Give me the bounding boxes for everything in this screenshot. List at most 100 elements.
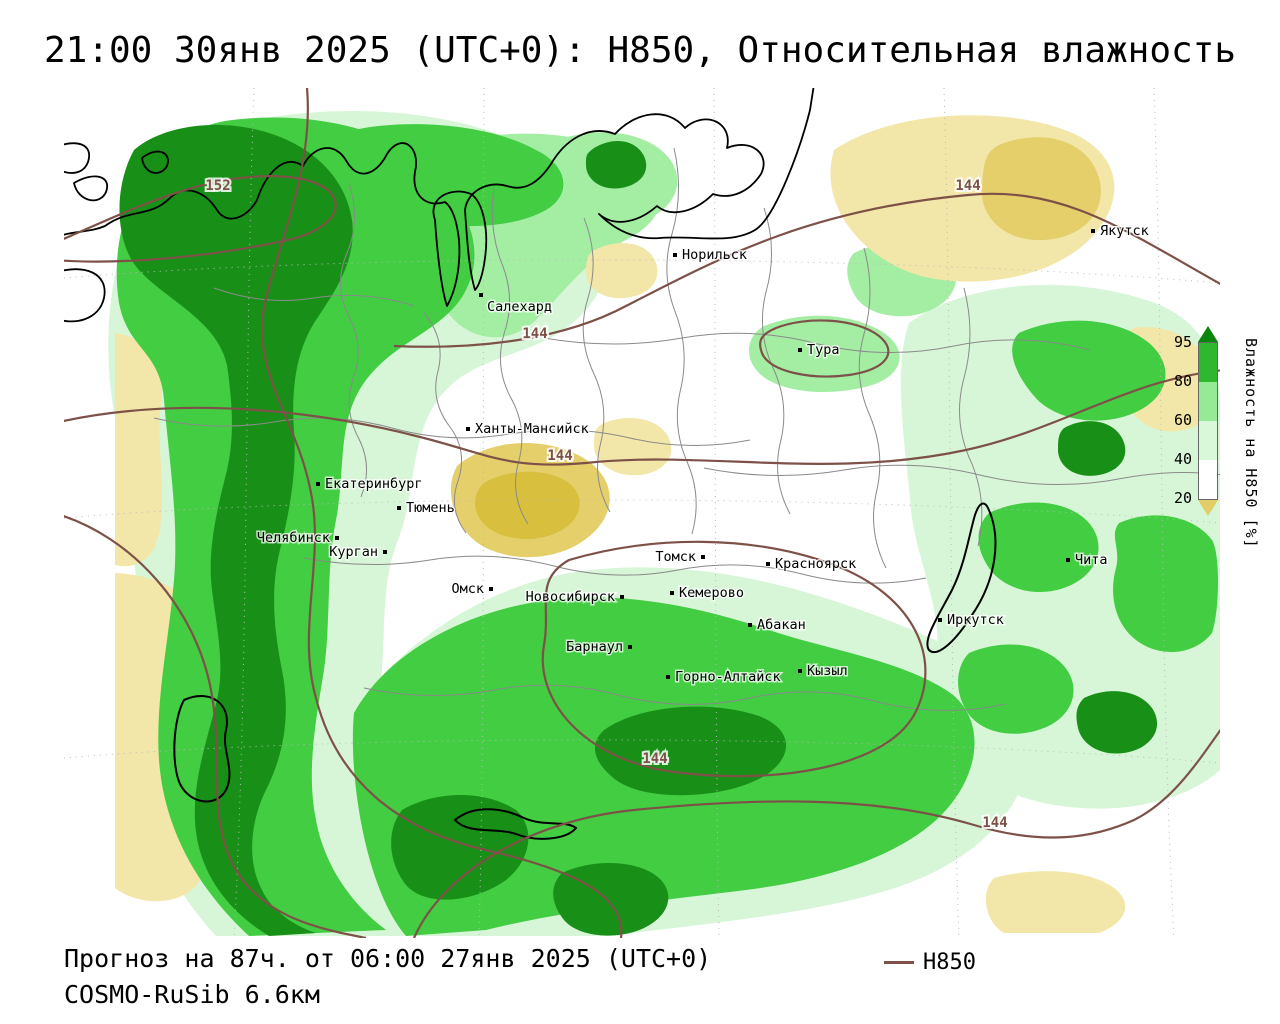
admin-border <box>303 555 927 584</box>
city-label: Новосибирск <box>526 589 615 605</box>
legend-line-sample <box>884 961 914 964</box>
city-dot <box>766 562 770 566</box>
city-label: Тура <box>807 342 840 358</box>
admin-border <box>153 417 751 446</box>
humidity-area-strong <box>978 502 1099 593</box>
city-label: Ханты-Мансийск <box>475 421 589 437</box>
city-dot <box>383 550 387 554</box>
h850-contour-144 <box>64 369 1220 466</box>
city-dot <box>798 669 802 673</box>
legend-label: H850 <box>923 950 976 975</box>
admin-border <box>703 464 1220 485</box>
city-label: Горно-Алтайск <box>675 669 781 685</box>
city-dot <box>620 595 624 599</box>
graticule-line <box>64 259 1220 284</box>
city-marker: Кызыл <box>798 662 849 681</box>
city-label: Тюмень <box>406 500 455 516</box>
city-marker: Иркутск <box>938 611 1005 630</box>
contour-value-label: 144 <box>642 751 667 767</box>
colorbar-arrow-top <box>1198 326 1218 342</box>
city-label: Екатеринбург <box>325 476 423 492</box>
admin-border <box>858 247 887 569</box>
dry-area-core <box>475 471 580 539</box>
city-marker: Красноярск <box>766 555 858 574</box>
colorbar-segment <box>1199 421 1217 460</box>
lake-balkhash-outline <box>173 695 231 803</box>
city-marker: Тюмень <box>397 499 456 518</box>
coast-west-edge <box>64 268 106 323</box>
admin-border <box>423 312 467 534</box>
h850-contour-144-loop <box>541 540 927 778</box>
admin-borders-layer <box>153 147 1220 711</box>
city-dot <box>1091 229 1095 233</box>
city-dot <box>670 591 674 595</box>
city-label: Чита <box>1075 552 1108 568</box>
forecast-info-line: Прогноз на 87ч. от 06:00 27янв 2025 (UTC… <box>64 944 712 973</box>
city-dot <box>466 427 470 431</box>
legend: H850 <box>884 950 976 975</box>
admin-border <box>543 332 1091 353</box>
city-label: Якутск <box>1100 223 1149 239</box>
h850-contour <box>260 88 623 938</box>
colorbar-tick-label: 20 <box>1173 489 1192 507</box>
colorbar-tick-label: 80 <box>1173 372 1192 390</box>
colorbar-segment <box>1199 343 1217 382</box>
lake-zaysan-outline <box>453 808 578 840</box>
humidity-fill-layer <box>108 110 1220 936</box>
city-marker: Абакан <box>748 616 807 635</box>
humidity-area-strong <box>1012 320 1166 421</box>
island-outline <box>141 150 169 174</box>
city-dot <box>748 623 752 627</box>
colorbar-tick-label: 95 <box>1173 333 1192 351</box>
city-dot <box>673 253 677 257</box>
h850-contour-layer <box>64 88 1220 938</box>
city-marker: Ханты-Мансийск <box>466 420 590 439</box>
city-dot <box>397 506 401 510</box>
city-dot <box>701 555 705 559</box>
city-label: Курган <box>329 544 378 560</box>
coastline-layer <box>64 88 997 840</box>
h850-contour <box>64 515 367 938</box>
city-dot <box>1066 558 1070 562</box>
contour-value-label: 144 <box>982 815 1007 831</box>
dry-area-pale <box>594 418 672 476</box>
graticule-line <box>64 739 1220 764</box>
dry-area-pale <box>115 333 162 567</box>
city-marker: Чита <box>1066 551 1109 570</box>
lake-baikal-outline <box>926 502 997 653</box>
city-dot <box>335 536 339 540</box>
graticule-layer <box>64 88 1220 938</box>
dry-area-mustard <box>981 137 1101 241</box>
city-marker: Горно-Алтайск <box>666 668 782 687</box>
humidity-area-dark <box>1058 421 1126 476</box>
h850-contour-144 <box>412 728 1220 938</box>
island-outline <box>73 175 109 202</box>
city-marker: Тура <box>798 341 841 360</box>
humidity-area-strong <box>958 644 1074 734</box>
contour-value-label: 144 <box>955 178 980 194</box>
island-outline <box>64 142 91 174</box>
city-dot <box>666 675 670 679</box>
colorbar-tick-labels: 95 80 60 40 20 <box>1158 333 1192 512</box>
city-label: Челябинск <box>257 530 330 546</box>
humidity-area-dark <box>594 706 787 796</box>
admin-border <box>213 287 415 307</box>
colorbar <box>1198 326 1218 516</box>
city-label: Салехард <box>487 299 552 315</box>
city-dot <box>938 618 942 622</box>
city-marker: Екатеринбург <box>316 475 424 494</box>
humidity-area-dark <box>119 124 353 936</box>
h850-contour-152 <box>64 174 337 263</box>
city-label: Кызыл <box>807 663 848 679</box>
colorbar-segments <box>1198 342 1218 500</box>
city-label: Кемерово <box>679 585 744 601</box>
city-label: Норильск <box>682 247 747 263</box>
contour-value-label: 144 <box>547 448 572 464</box>
h850-contour-144 <box>393 192 1220 348</box>
city-marker: Томск <box>654 548 705 567</box>
admin-border <box>339 182 367 498</box>
city-marker: Новосибирск <box>524 588 624 607</box>
forecast-map: Норильск Салехард Тура Якутск Ханты-Мансийск… <box>64 88 1220 938</box>
city-label: Омск <box>451 581 484 597</box>
colorbar-tick-label: 40 <box>1173 450 1192 468</box>
